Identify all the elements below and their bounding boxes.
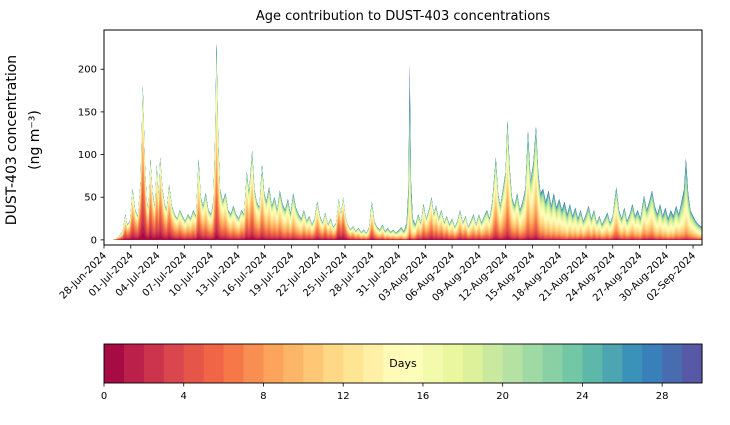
y-axis: 0 50 100 150 200 xyxy=(78,65,104,246)
colorbar-segment xyxy=(323,344,344,383)
colorbar-tick-label: 0 xyxy=(101,391,107,402)
colorbar-segment xyxy=(662,344,683,383)
y-axis-label-line1: DUST-403 concentration xyxy=(4,55,20,225)
colorbar-segment xyxy=(562,344,583,383)
x-axis: 28-Jun-202401-Jul-202404-Jul-202407-Jul-… xyxy=(58,245,698,304)
x-tick-label: 02-Sep-2024 xyxy=(645,250,698,303)
age-bin-area xyxy=(104,44,702,240)
colorbar-segment xyxy=(243,344,265,383)
colorbar-segment xyxy=(383,344,404,383)
colorbar-tick-label: 24 xyxy=(576,391,589,402)
colorbar-segment xyxy=(522,344,544,383)
colorbar xyxy=(104,344,703,383)
colorbar-tick-label: 16 xyxy=(417,391,430,402)
y-tick-label: 200 xyxy=(78,65,97,76)
colorbar-segment xyxy=(283,344,304,383)
colorbar-segment xyxy=(422,344,444,383)
colorbar-axis: 0 4 8 12 16 20 24 28 xyxy=(101,383,669,402)
colorbar-segment xyxy=(223,344,245,383)
colorbar-segment xyxy=(482,344,504,383)
colorbar-tick-label: 28 xyxy=(656,391,669,402)
colorbar-segment xyxy=(582,344,603,383)
colorbar-segment xyxy=(502,344,524,383)
age-bin-area xyxy=(104,171,702,240)
age-bin-area xyxy=(104,43,702,240)
colorbar-segment xyxy=(602,344,623,383)
y-tick-label: 0 xyxy=(91,235,97,246)
y-tick-label: 150 xyxy=(78,107,97,118)
colorbar-segment xyxy=(682,344,703,383)
colorbar-segment xyxy=(303,344,324,383)
colorbar-segment xyxy=(363,344,384,383)
colorbar-segment xyxy=(143,344,165,383)
age-bin-area xyxy=(104,46,702,240)
colorbar-tick-label: 8 xyxy=(260,391,266,402)
colorbar-segment xyxy=(104,344,125,383)
colorbar-segment xyxy=(343,344,364,383)
colorbar-segment xyxy=(462,344,484,383)
colorbar-segment xyxy=(203,344,225,383)
y-tick-label: 50 xyxy=(84,193,97,204)
colorbar-tick-label: 4 xyxy=(181,391,187,402)
colorbar-segment xyxy=(123,344,145,383)
plot-border xyxy=(103,29,703,246)
colorbar-border xyxy=(103,343,703,384)
stacked-area-series xyxy=(104,42,702,240)
colorbar-segment xyxy=(542,344,564,383)
colorbar-label: Days xyxy=(389,357,417,370)
age-bin-area xyxy=(104,45,702,240)
y-axis-label-line2: (ng m⁻³) xyxy=(27,110,43,170)
colorbar-segment xyxy=(163,344,185,383)
colorbar-tick-label: 20 xyxy=(496,391,509,402)
y-tick-label: 100 xyxy=(78,150,97,161)
age-bin-area xyxy=(104,232,702,240)
colorbar-segment xyxy=(403,344,424,383)
colorbar-segment xyxy=(442,344,464,383)
age-bin-area xyxy=(104,203,702,240)
age-bin-area xyxy=(104,193,702,240)
colorbar-tick-label: 12 xyxy=(337,391,350,402)
colorbar-segment xyxy=(183,344,205,383)
age-bin-area xyxy=(104,182,702,240)
chart-title: Age contribution to DUST-403 concentrati… xyxy=(256,9,551,24)
age-bin-area xyxy=(104,42,702,240)
colorbar-segment xyxy=(263,344,284,383)
colorbar-segment xyxy=(642,344,663,383)
colorbar-segment xyxy=(622,344,643,383)
